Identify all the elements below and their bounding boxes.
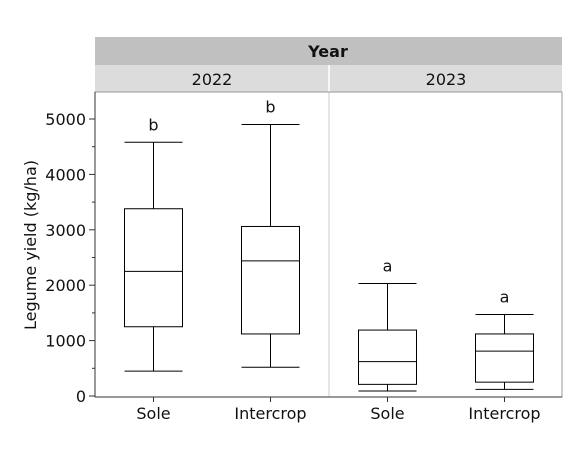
y-tick-label-2000: 2000 [45, 276, 86, 295]
y-tick-label-1000: 1000 [45, 332, 86, 351]
y-tick-label-3000: 3000 [45, 221, 86, 240]
y-tick-label-5000: 5000 [45, 110, 86, 129]
facet-title-strip [95, 37, 562, 65]
significance-letter-2022-intercrop: b [265, 98, 275, 117]
x-tick-label-2023-intercrop: Intercrop [468, 404, 540, 423]
box-2022-sole: b [124, 115, 183, 372]
significance-letter-2023-sole: a [383, 257, 393, 276]
x-tick-label-2022-intercrop: Intercrop [234, 404, 306, 423]
iqr-box-2023-sole [358, 329, 417, 385]
y-tick-label-0: 0 [76, 387, 86, 406]
panel-label-strip-2023 [329, 65, 562, 92]
x-axis: Sole Intercrop Sole Intercrop [136, 397, 541, 423]
facet-title: Year [307, 42, 348, 61]
x-tick-label-2023-sole: Sole [370, 404, 404, 423]
x-tick-label-2022-sole: Sole [136, 404, 170, 423]
panel-label-strip-2022 [95, 65, 329, 92]
y-axis: 0 1000 2000 3000 4000 5000 [45, 110, 95, 406]
box-2022-intercrop: b [241, 98, 300, 368]
iqr-box-2022-sole [124, 208, 183, 328]
y-tick-label-4000: 4000 [45, 165, 86, 184]
box-2023-intercrop: a [475, 288, 534, 390]
iqr-box-2023-intercrop [475, 333, 534, 383]
significance-letter-2022-sole: b [148, 115, 158, 134]
panel-label-2023: 2023 [426, 70, 467, 89]
y-axis-label: Legume yield (kg/ha) [21, 160, 40, 330]
box-2023-sole: a [358, 257, 417, 392]
iqr-box-2022-intercrop [241, 225, 300, 335]
panel-label-2022: 2022 [192, 70, 233, 89]
plot-area: b b a a [124, 98, 534, 392]
significance-letter-2023-intercrop: a [500, 288, 510, 307]
